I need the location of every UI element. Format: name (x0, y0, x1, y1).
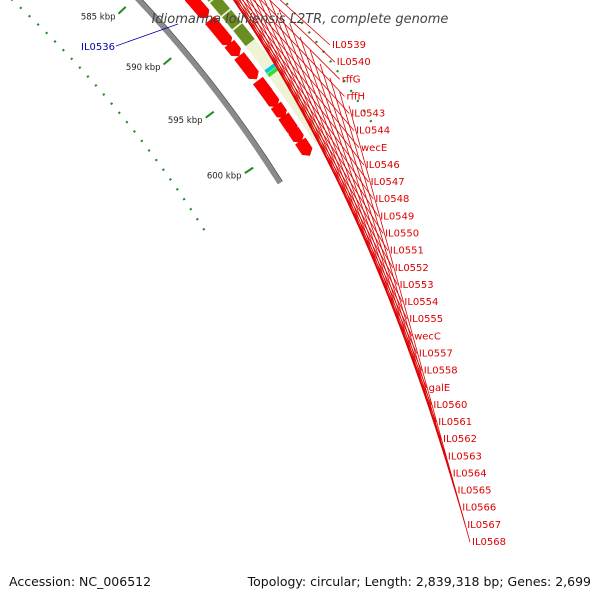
cog-segment (221, 9, 242, 30)
gene-label-connector (235, 0, 365, 166)
gene-label-lines: IL0539 IL0540 rffG rffH IL0543 IL0544 wecE IL05… (232, 0, 506, 548)
gene-arrow (193, 2, 210, 18)
gene-label: wecC (414, 331, 441, 342)
gene-label: rffG (342, 74, 361, 85)
genome-backbone (134, 0, 283, 185)
gene-label-connector (241, 0, 355, 131)
gene-arrow (214, 27, 233, 46)
cog-segment (209, 0, 231, 17)
selected-gene-label[interactable]: IL0536 (81, 42, 115, 53)
gene-label: IL0553 (400, 280, 434, 291)
topology-text: Topology: circular; Length: 2,839,318 bp… (247, 574, 591, 589)
gene-label: IL0549 (380, 211, 414, 222)
gene-label: IL0544 (356, 126, 390, 137)
cog-segment (206, 0, 212, 3)
gene-label-connector (242, 0, 403, 303)
gene-arrow (295, 137, 313, 156)
gene-label-connector (252, 0, 345, 97)
gene-label-connector (250, 0, 413, 337)
gene-label-connector (329, 77, 461, 508)
tick-label: 590 kbp (126, 63, 161, 73)
gene-label-connector (260, 0, 340, 80)
gene-label: IL0563 (448, 451, 482, 462)
gene-label: IL0555 (409, 314, 443, 325)
gene-label-connector (239, 0, 398, 286)
gene-label: IL0543 (351, 109, 385, 120)
tick-mark (162, 57, 172, 66)
gene-label: IL0558 (424, 366, 458, 377)
tick-label: 585 kbp (81, 13, 116, 23)
gene-arrow (224, 39, 241, 57)
gene-label: IL0568 (472, 537, 506, 548)
gene-label: IL0539 (332, 40, 366, 51)
tick-mark (244, 166, 254, 174)
gene-label: IL0554 (404, 297, 438, 308)
gene-label-connector (246, 0, 350, 114)
selected-gene-callout[interactable]: IL0536 (81, 23, 179, 53)
gene-arrow-track (184, 0, 313, 156)
gene-label: IL0546 (366, 160, 400, 171)
gene-label-connector (254, 0, 418, 354)
gene-label: IL0557 (419, 349, 453, 360)
cog-segment (232, 22, 256, 47)
gene-arrow (288, 126, 304, 143)
gene-label-connector (319, 63, 456, 491)
gene-label: IL0540 (337, 57, 371, 68)
gene-arrow (261, 87, 280, 108)
gene-label: IL0552 (395, 263, 429, 274)
gene-label: IL0560 (433, 400, 467, 411)
gene-arrow (270, 101, 287, 118)
tick-mark (205, 110, 215, 119)
gene-label: IL0550 (385, 229, 419, 240)
gene-label: IL0562 (443, 434, 477, 445)
gene-label: IL0564 (453, 468, 487, 479)
gene-label: IL0565 (458, 486, 492, 497)
gene-label: rffH (347, 91, 366, 102)
gene-label-connector (246, 0, 408, 320)
gene-label: IL0567 (467, 520, 501, 531)
accession-text: Accession: NC_006512 (9, 574, 151, 589)
backbone-edge (141, 0, 283, 182)
gene-label-connector (339, 91, 466, 526)
tick-mark (117, 6, 127, 15)
backbone-arc (134, 0, 283, 185)
gene-label-connector (238, 0, 360, 149)
gene-label: IL0547 (371, 177, 405, 188)
gene-label: wecE (361, 143, 387, 154)
genome-title: Idiomarina loihiensis L2TR, complete gen… (152, 12, 449, 27)
gene-label-connector (269, 0, 336, 63)
gene-label: IL0548 (375, 194, 409, 205)
gene-label-connector (348, 105, 471, 543)
gene-label: IL0551 (390, 246, 424, 257)
gene-label: IL0566 (462, 503, 496, 514)
gene-label: IL0561 (438, 417, 472, 428)
selected-gene-connector (115, 23, 179, 47)
gene-arrow (243, 63, 259, 80)
gene-label-connector (233, 0, 379, 217)
tick-label: 595 kbp (168, 116, 203, 126)
gene-label: galE (429, 383, 451, 394)
tick-label: 600 kbp (207, 171, 242, 181)
